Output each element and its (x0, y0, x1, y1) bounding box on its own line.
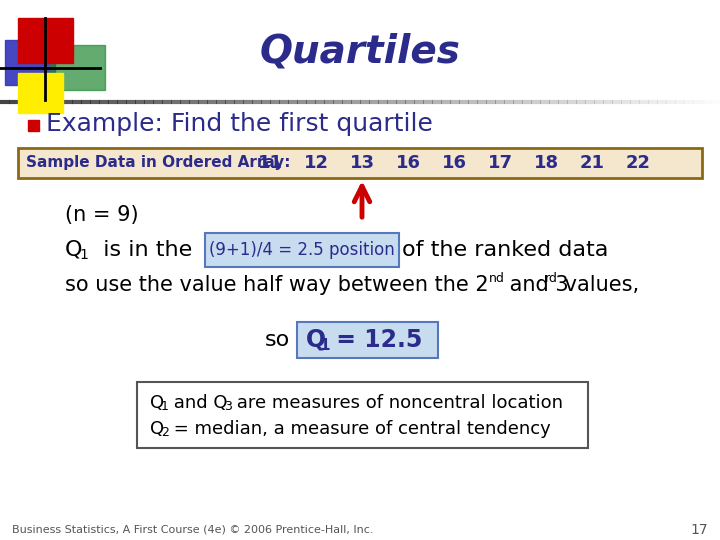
Text: 17: 17 (690, 523, 708, 537)
Text: 1: 1 (319, 339, 330, 354)
Text: 1: 1 (161, 401, 169, 414)
Text: 22: 22 (626, 154, 650, 172)
Text: and 3: and 3 (503, 275, 569, 295)
Text: values,: values, (558, 275, 639, 295)
Text: = median, a measure of central tendency: = median, a measure of central tendency (168, 420, 551, 438)
Text: 3: 3 (224, 401, 232, 414)
Text: 16: 16 (441, 154, 467, 172)
Text: Q: Q (150, 394, 164, 412)
Bar (50, 45, 105, 90)
Bar (5, 40, 55, 85)
Text: 21: 21 (580, 154, 605, 172)
Text: Q: Q (150, 420, 164, 438)
Text: Business Statistics, A First Course (4e) © 2006 Prentice-Hall, Inc.: Business Statistics, A First Course (4e)… (12, 525, 374, 535)
Text: 13: 13 (349, 154, 374, 172)
Text: Q: Q (306, 328, 326, 352)
Text: 12: 12 (304, 154, 328, 172)
Text: are measures of noncentral location: are measures of noncentral location (231, 394, 563, 412)
FancyBboxPatch shape (137, 382, 588, 448)
Text: = 12.5: = 12.5 (328, 328, 423, 352)
Text: 11: 11 (258, 154, 282, 172)
Text: 16: 16 (395, 154, 420, 172)
Text: 2: 2 (161, 427, 169, 440)
Text: and Q: and Q (168, 394, 228, 412)
Text: 17: 17 (487, 154, 513, 172)
Bar (28, 120, 39, 131)
Text: rd: rd (545, 272, 558, 285)
Text: nd: nd (489, 272, 505, 285)
Text: so use the value half way between the 2: so use the value half way between the 2 (65, 275, 489, 295)
Text: 18: 18 (534, 154, 559, 172)
Text: of the ranked data: of the ranked data (402, 240, 608, 260)
Text: Example: Find the first quartile: Example: Find the first quartile (46, 112, 433, 136)
Text: (9+1)/4 = 2.5 position: (9+1)/4 = 2.5 position (209, 241, 395, 259)
Text: Q: Q (65, 240, 83, 260)
FancyBboxPatch shape (18, 148, 702, 178)
Text: Sample Data in Ordered Array:: Sample Data in Ordered Array: (26, 156, 290, 171)
Text: 1: 1 (79, 248, 88, 262)
Text: is in the: is in the (89, 240, 192, 260)
Text: so: so (265, 330, 290, 350)
Text: (n = 9): (n = 9) (65, 205, 139, 225)
FancyBboxPatch shape (205, 233, 399, 267)
Bar (18, 18, 73, 63)
Bar (18, 73, 63, 113)
Text: Quartiles: Quartiles (260, 33, 460, 71)
FancyBboxPatch shape (297, 322, 438, 358)
